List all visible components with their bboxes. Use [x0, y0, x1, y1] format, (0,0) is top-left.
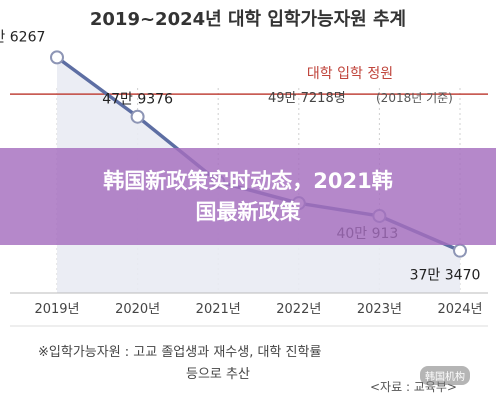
footnote: ※입학가능자원 : 고교 졸업생과 재수생, 대학 진학률 등으로 추산	[38, 342, 478, 386]
reference-line-label: 49만 7218명	[268, 91, 346, 106]
x-tick-label: 2021년	[196, 302, 241, 317]
footnote-line-2: 등으로 추산	[186, 367, 250, 382]
overlay-line-2: 国最新政策	[195, 199, 301, 224]
chart-title: 2019~2024년 대학 입학가능자원 추계	[89, 9, 407, 30]
footnote-line-1: ※입학가능자원 : 고교 졸업생과 재수생, 대학 진학률	[38, 345, 322, 360]
x-tick-label: 2022년	[276, 302, 321, 317]
x-tick-label: 2023년	[357, 302, 402, 317]
reference-line-note: (2018년 기준)	[376, 91, 453, 105]
data-label: 52만 6267	[0, 29, 45, 45]
x-tick-label: 2019년	[34, 302, 79, 317]
overlay-banner: 韩国新政策实时动态，2021韩 国最新政策	[0, 148, 496, 245]
reference-line-name: 대학 입학 정원	[307, 66, 393, 82]
x-tick-label: 2020년	[115, 302, 160, 317]
data-point	[453, 243, 467, 258]
watermark: 韩国机构	[420, 366, 470, 385]
overlay-line-1: 韩国新政策实时动态，2021韩	[103, 168, 393, 193]
x-tick-label: 2024년	[437, 302, 482, 317]
data-point	[50, 50, 64, 65]
data-label: 47만 9376	[102, 92, 173, 108]
data-label: 37만 3470	[410, 268, 481, 284]
overlay-text: 韩国新政策实时动态，2021韩 国最新政策	[103, 166, 392, 228]
data-point	[130, 109, 145, 124]
